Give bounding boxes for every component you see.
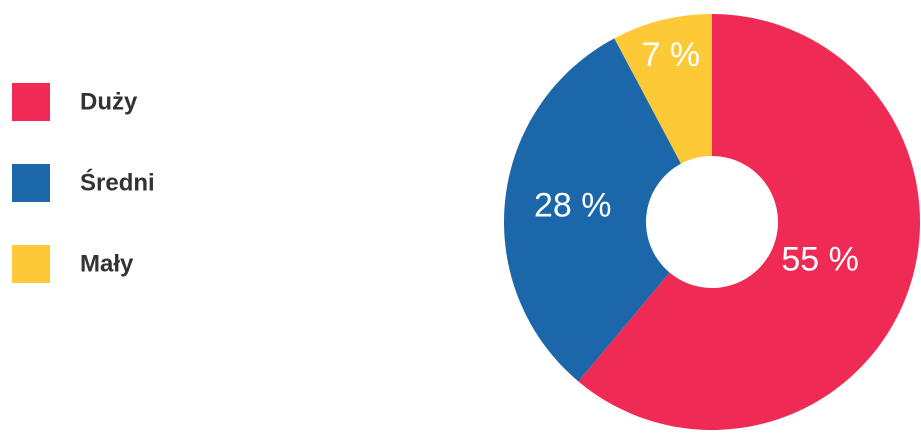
pie-slice bbox=[578, 14, 920, 430]
data-label: 7 % bbox=[642, 36, 701, 74]
pie-slice bbox=[504, 38, 682, 382]
legend-swatch bbox=[12, 83, 50, 121]
legend-swatch bbox=[12, 164, 50, 202]
data-label: 28 % bbox=[534, 186, 612, 224]
legend-swatch bbox=[12, 245, 50, 283]
legend-label: Średni bbox=[80, 168, 155, 196]
legend-label: Mały bbox=[80, 250, 134, 277]
data-label: 55 % bbox=[781, 240, 859, 278]
legend-label: Duży bbox=[80, 88, 138, 115]
pie-slice bbox=[614, 14, 712, 164]
